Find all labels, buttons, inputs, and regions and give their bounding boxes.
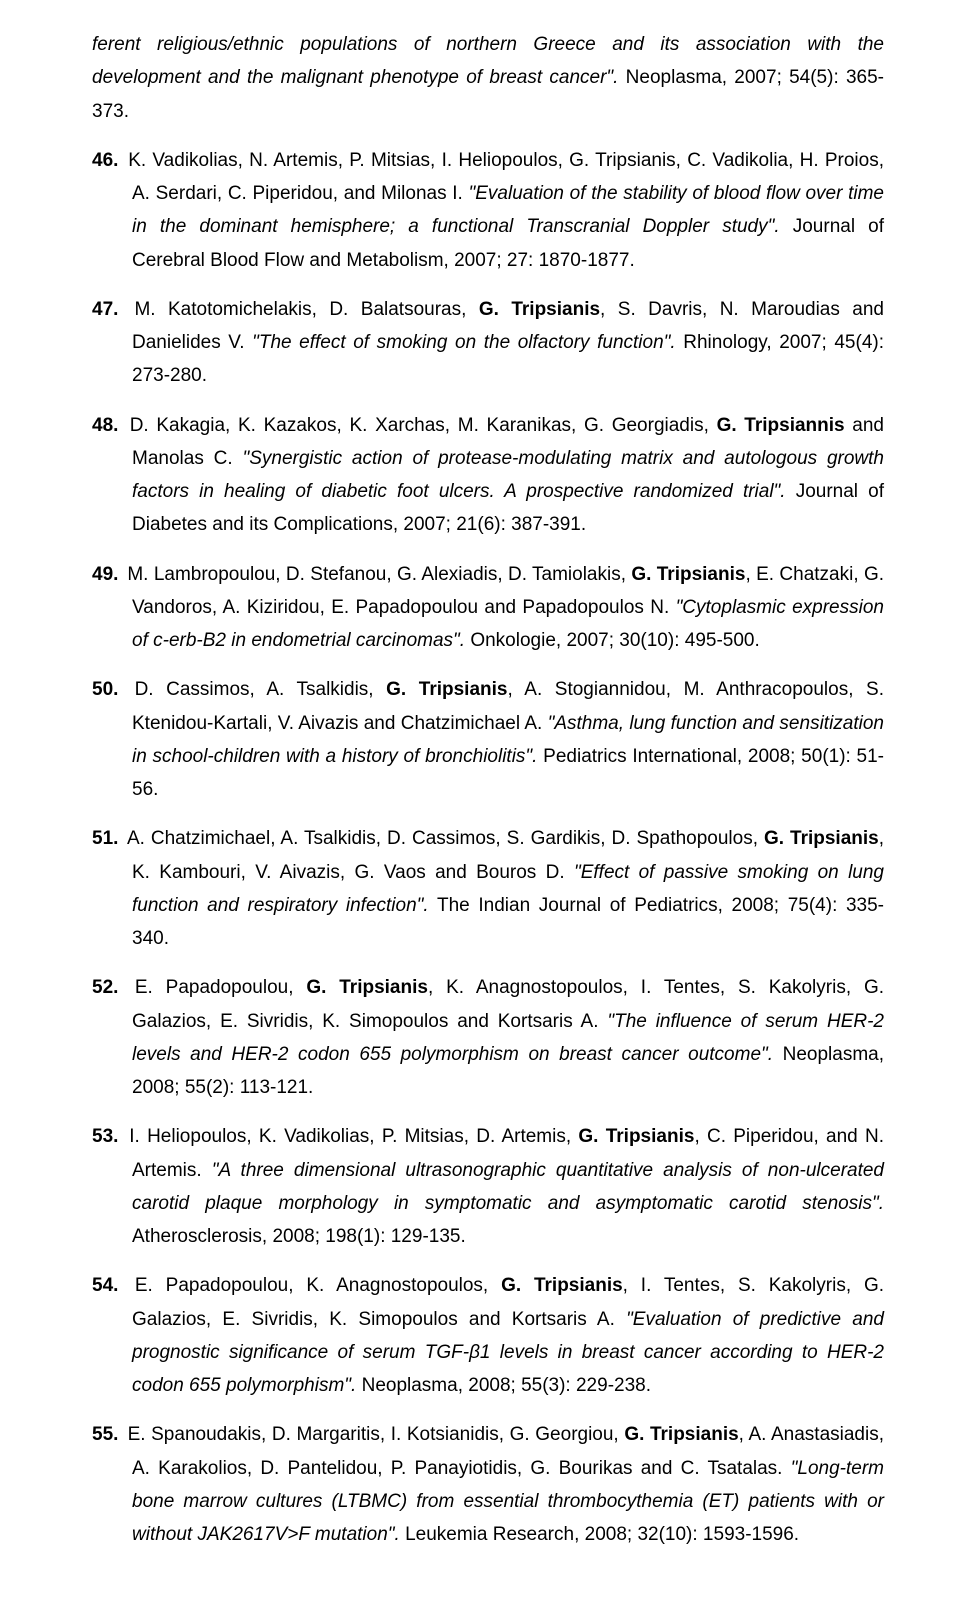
ref-number: 54. — [92, 1269, 122, 1302]
ref-number: 49. — [92, 558, 122, 591]
reference-item: 50. D. Cassimos, A. Tsalkidis, G. Tripsi… — [132, 673, 884, 806]
ref-title: "A three dimensional ultrasonographic qu… — [132, 1160, 884, 1214]
reference-item: 48. D. Kakagia, K. Kazakos, K. Xarchas, … — [132, 409, 884, 542]
reference-item: 51. A. Chatzimichael, A. Tsalkidis, D. C… — [132, 822, 884, 955]
reference-item: 49. M. Lambropoulou, D. Stefanou, G. Ale… — [132, 558, 884, 658]
ref-author-bold: G. Tripsianis — [578, 1126, 694, 1147]
ref-journal: Onkologie, 2007; 30(10): 495-500. — [465, 630, 760, 651]
ref-authors-pre: E. Spanoudakis, D. Margaritis, I. Kotsia… — [128, 1424, 625, 1445]
ref-number: 55. — [92, 1418, 122, 1451]
ref-authors-pre: A. Chatzimichael, A. Tsalkidis, D. Cassi… — [127, 828, 764, 849]
ref-number: 50. — [92, 673, 122, 706]
ref-authors-pre: D. Kakagia, K. Kazakos, K. Xarchas, M. K… — [130, 415, 717, 436]
reference-item: 55. E. Spanoudakis, D. Margaritis, I. Ko… — [132, 1418, 884, 1551]
ref-number: 47. — [92, 293, 122, 326]
ref-authors-pre: M. Katotomichelakis, D. Balatsouras, — [134, 299, 478, 320]
reference-item: 47. M. Katotomichelakis, D. Balatsouras,… — [132, 293, 884, 393]
ref-number: 48. — [92, 409, 122, 442]
reference-list: 46. K. Vadikolias, N. Artemis, P. Mitsia… — [92, 144, 884, 1552]
ref-number: 52. — [92, 971, 122, 1004]
ref-number: 46. — [92, 144, 122, 177]
ref-authors-pre: I. Heliopoulos, K. Vadikolias, P. Mitsia… — [129, 1126, 578, 1147]
reference-item: 54. E. Papadopoulou, K. Anagnostopoulos,… — [132, 1269, 884, 1402]
ref-continuation: ferent religious/ethnic populations of n… — [92, 28, 884, 128]
ref-journal: Neoplasma, 2008; 55(3): 229-238. — [356, 1375, 651, 1396]
ref-journal: Leukemia Research, 2008; 32(10): 1593-15… — [400, 1524, 799, 1545]
ref-number: 53. — [92, 1120, 122, 1153]
ref-author-bold: G. Tripsiannis — [717, 415, 845, 436]
ref-authors-pre: M. Lambropoulou, D. Stefanou, G. Alexiad… — [127, 564, 631, 585]
ref-title: "Synergistic action of protease-modulati… — [132, 448, 884, 502]
ref-author-bold: G. Tripsianis — [501, 1275, 623, 1296]
page: ferent religious/ethnic populations of n… — [0, 0, 960, 1607]
ref-authors-pre: E. Papadopoulou, — [135, 977, 306, 998]
ref-number: 51. — [92, 822, 122, 855]
ref-author-bold: G. Tripsianis — [624, 1424, 738, 1445]
reference-item: 46. K. Vadikolias, N. Artemis, P. Mitsia… — [132, 144, 884, 277]
ref-title: "The effect of smoking on the olfactory … — [252, 332, 676, 353]
ref-author-bold: G. Tripsianis — [386, 679, 507, 700]
ref-author-bold: G. Tripsianis — [306, 977, 428, 998]
ref-author-bold: G. Tripsianis — [764, 828, 879, 849]
ref-journal: Atherosclerosis, 2008; 198(1): 129-135. — [132, 1226, 466, 1247]
reference-item: 52. E. Papadopoulou, G. Tripsianis, K. A… — [132, 971, 884, 1104]
ref-author-bold: G. Tripsianis — [631, 564, 745, 585]
reference-item: 53. I. Heliopoulos, K. Vadikolias, P. Mi… — [132, 1120, 884, 1253]
ref-authors-pre: D. Cassimos, A. Tsalkidis, — [135, 679, 387, 700]
ref-authors-pre: E. Papadopoulou, K. Anagnostopoulos, — [135, 1275, 501, 1296]
ref-author-bold: G. Tripsianis — [479, 299, 600, 320]
